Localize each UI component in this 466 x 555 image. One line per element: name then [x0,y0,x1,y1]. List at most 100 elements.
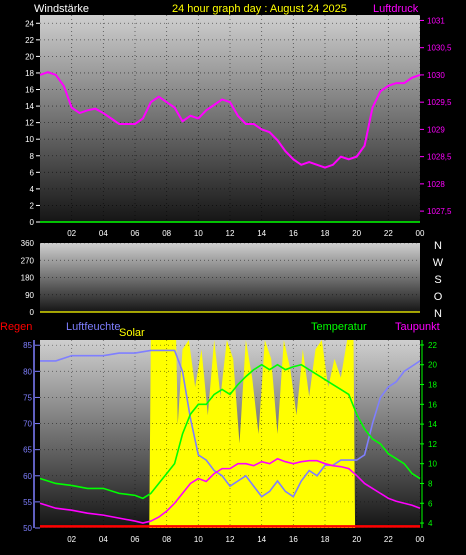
pressure-tick-label: 1027,5 [427,207,452,216]
wind-pressure-plot-area [40,15,420,222]
taupunkt-line [39,457,421,524]
compass-label: N [434,308,442,320]
solar-radiation-area [149,340,356,528]
wind-tick-label: 12 [25,119,34,128]
time-tick-label: 20 [352,229,361,238]
temperature-tick-label: 22 [428,341,437,350]
pressure-axis: 1031 1030,5 1030 1029,5 1029 1028,5 1028 1027,5 [420,16,452,216]
wind-tick-label: 24 [25,19,34,28]
time-tick-label: 16 [289,535,298,544]
direction-tick-label: 0 [30,308,35,317]
humidity-tick-label: 70 [23,420,32,429]
time-tick-label: 12 [226,229,235,238]
time-tick-label: 12 [226,535,235,544]
humidity-temperature-series [39,349,421,528]
wind-tick-label: 14 [25,102,34,111]
compass-label: N [434,240,442,252]
time-tick-label: 00 [416,229,425,238]
wind-tick-label: 2 [30,201,35,210]
pressure-tick-label: 1028 [427,180,445,189]
wind-tick-label: 8 [30,152,35,161]
pressure-tick-label: 1028,5 [427,153,452,162]
time-tick-label: 18 [321,229,330,238]
humidity-tick-label: 65 [23,446,32,455]
temperature-tick-label: 4 [428,519,433,528]
direction-tick-label: 180 [21,274,35,283]
temperature-tick-label: 6 [428,499,433,508]
humidity-tick-label: 75 [23,393,32,402]
solar-label: Solar [119,327,145,339]
direction-tick-label: 270 [21,256,35,265]
wind-tick-label: 20 [25,52,34,61]
time-tick-label: 20 [352,535,361,544]
compass-label: S [434,274,441,286]
direction-tick-label: 360 [21,239,35,248]
luftfeuchte-line [40,349,421,498]
humidity-axis: 85 80 75 70 65 60 55 50 [23,340,40,533]
time-tick-label: 10 [194,229,203,238]
wind-direction-axis: 360 270 180 90 0 [21,239,35,317]
humidity-tick-label: 55 [23,498,32,507]
temperature-label: Temperatur [311,321,367,333]
wind-pressure-series [39,71,421,223]
time-tick-label: 10 [194,535,203,544]
time-tick-label: 16 [289,229,298,238]
temperature-tick-label: 10 [428,460,437,469]
pressure-tick-label: 1030 [427,71,445,80]
time-tick-label: 06 [131,229,140,238]
time-tick-label: 06 [131,535,140,544]
time-tick-label: 08 [162,535,171,544]
pressure-tick-label: 1031 [427,16,445,25]
compass-label: O [434,291,443,303]
solar-area [149,340,356,528]
time-tick-label: 02 [67,535,76,544]
temperature-tick-label: 12 [428,440,437,449]
compass-label: W [433,257,444,269]
time-tick-label: 04 [99,229,108,238]
time-tick-label: 18 [321,535,330,544]
temperature-tick-label: 18 [428,381,437,390]
time-tick-label: 02 [67,229,76,238]
header-pressure-label: Luftdruck [373,3,419,15]
header-wind-label: Windstärke [34,3,89,15]
temperatur-line [39,363,421,500]
temperature-axis: 22 20 18 16 14 12 10 8 6 4 [420,340,437,528]
temperature-tick-label: 20 [428,361,437,370]
pressure-tick-label: 1029,5 [427,98,452,107]
wind-direction-grid [40,242,420,313]
humidity-label: Luftfeuchte [66,321,120,333]
rain-label: Regen [0,321,32,333]
dewpoint-label: Taupunkt [395,321,440,333]
humidity-tick-label: 85 [23,341,32,350]
temperature-tick-label: 14 [428,420,437,429]
wind-tick-label: 4 [30,185,35,194]
direction-tick-label: 90 [25,291,34,300]
time-axis-bottom: 02 04 06 08 10 12 14 16 18 20 22 00 [67,535,425,544]
time-tick-label: 00 [416,535,425,544]
wind-tick-label: 18 [25,69,34,78]
time-tick-label: 22 [384,535,393,544]
time-tick-label: 04 [99,535,108,544]
header-date-title: 24 hour graph day : August 24 2025 [172,3,347,15]
wind-tick-label: 10 [25,135,34,144]
time-tick-label: 14 [257,229,266,238]
humidity-tick-label: 60 [23,472,32,481]
pressure-tick-label: 1030,5 [427,44,452,53]
wind-tick-label: 0 [30,218,35,227]
wind-tick-label: 16 [25,86,34,95]
pressure-tick-label: 1029 [427,125,445,134]
temperature-tick-label: 8 [428,479,433,488]
wind-tick-label: 6 [30,168,35,177]
wind-tick-label: 22 [25,36,34,45]
temperature-tick-label: 16 [428,400,437,409]
humidity-tick-label: 50 [23,524,32,533]
pressure-line [39,71,421,169]
time-axis: 02 04 06 08 10 12 14 16 18 20 22 00 [67,229,425,238]
humidity-tick-label: 80 [23,367,32,376]
time-tick-label: 14 [257,535,266,544]
time-tick-label: 22 [384,229,393,238]
time-tick-label: 08 [162,229,171,238]
